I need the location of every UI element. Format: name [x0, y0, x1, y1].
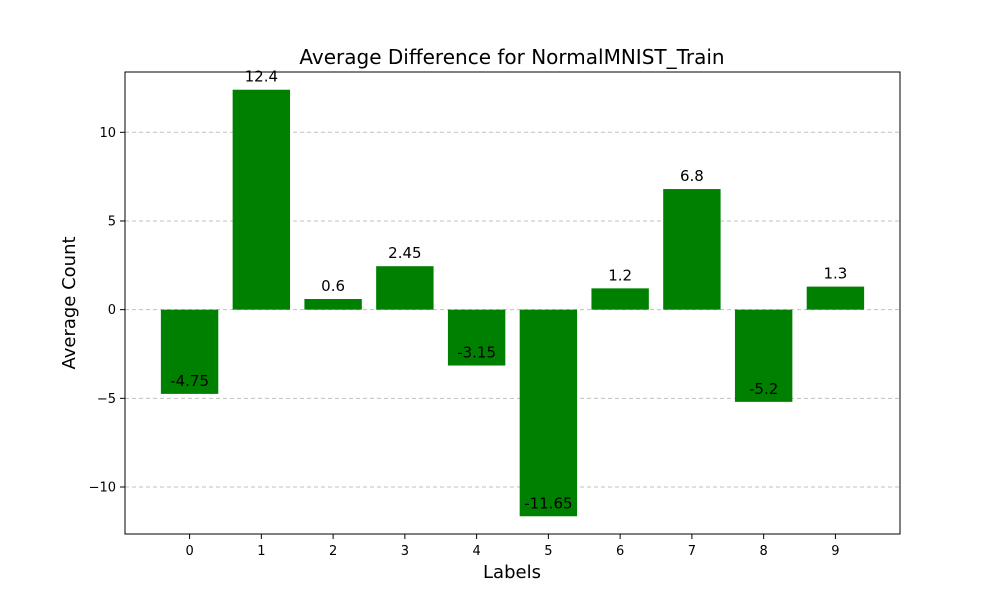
plot-frame: [124, 71, 901, 535]
x-axis-label: Labels: [483, 562, 541, 583]
x-axis-ticks: 0 1 2 3 4 5 6 7 8 9: [185, 534, 840, 559]
x-tick-label: 2: [329, 544, 337, 559]
bar: [376, 266, 434, 310]
bar: [304, 299, 362, 310]
x-tick-label: 5: [544, 544, 552, 559]
data-label: 1.3: [823, 265, 847, 283]
x-tick-label: 4: [472, 544, 480, 559]
bar: [519, 309, 578, 517]
data-label: -4.75: [170, 372, 209, 390]
x-tick-label: 6: [616, 544, 624, 559]
y-tick-label: 5: [108, 214, 116, 229]
x-tick-label: 9: [831, 544, 839, 559]
x-tick-label: 7: [688, 544, 696, 559]
y-tick-label: −10: [89, 481, 116, 496]
data-label: -5.2: [749, 380, 778, 398]
bars: [160, 89, 865, 517]
bar: [663, 189, 721, 310]
bar: [232, 89, 291, 310]
data-label: 2.45: [388, 244, 421, 262]
bar: [734, 309, 793, 402]
data-label: 12.4: [245, 68, 278, 86]
chart-title: Average Difference for NormalMNIST_Train: [299, 45, 724, 69]
y-axis-ticks: −10 −5 0 5 10: [89, 126, 125, 496]
x-tick-label: 1: [257, 544, 265, 559]
y-tick-label: 0: [108, 303, 116, 318]
data-label: -3.15: [457, 344, 496, 362]
data-label: 1.2: [608, 266, 632, 284]
bar: [160, 309, 219, 394]
bar: [806, 286, 865, 310]
bar: [591, 288, 649, 310]
bar: [447, 309, 506, 366]
data-label: 6.8: [680, 167, 704, 185]
x-tick-label: 0: [185, 544, 193, 559]
data-label: 0.6: [321, 277, 345, 295]
x-tick-label: 3: [401, 544, 409, 559]
y-tick-label: 10: [99, 126, 116, 141]
x-tick-label: 8: [760, 544, 768, 559]
y-axis-label: Average Count: [59, 236, 80, 369]
y-tick-label: −5: [97, 392, 116, 407]
data-label: -11.65: [524, 494, 572, 512]
